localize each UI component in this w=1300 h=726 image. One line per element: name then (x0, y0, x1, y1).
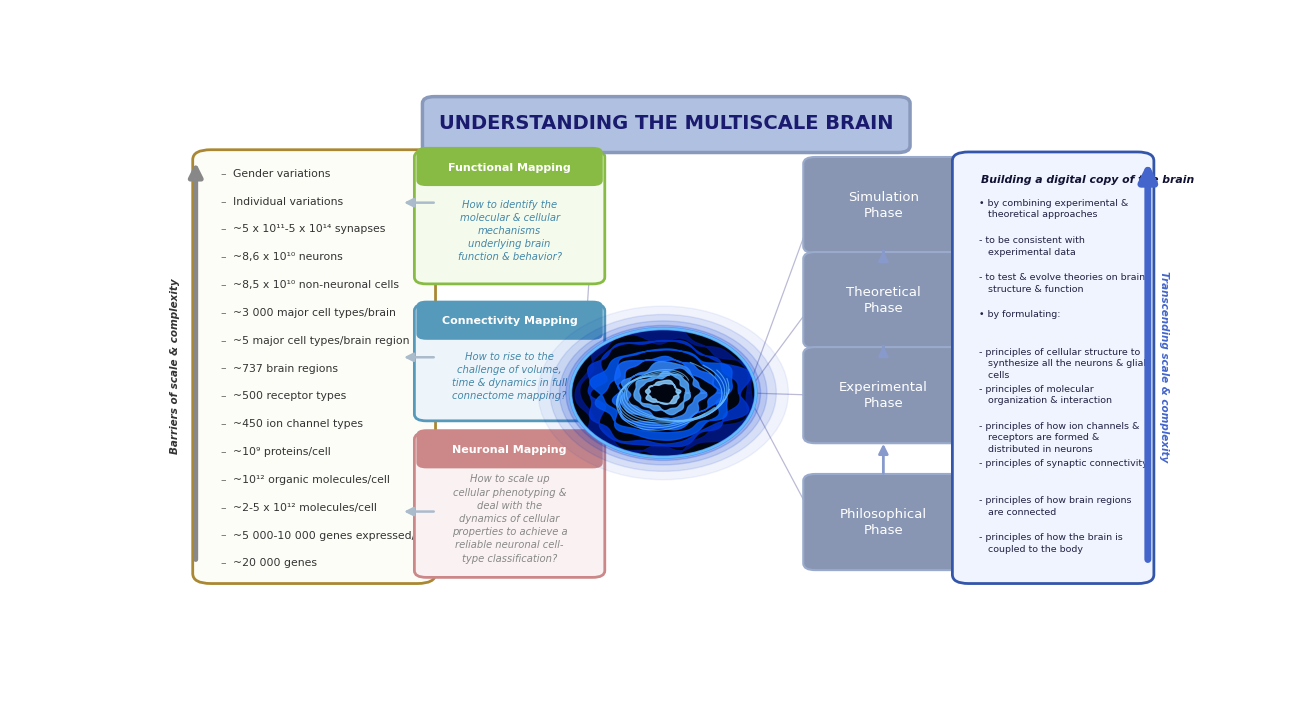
Polygon shape (612, 356, 724, 430)
Text: - principles of cellular structure to
   synthesize all the neurons & glial
   c: - principles of cellular structure to sy… (979, 348, 1145, 380)
FancyBboxPatch shape (803, 347, 963, 443)
Text: Barriers of scale & complexity: Barriers of scale & complexity (169, 279, 179, 454)
Text: - principles of synaptic connectivity: - principles of synaptic connectivity (979, 459, 1148, 468)
Text: ~5 major cell types/brain region: ~5 major cell types/brain region (233, 335, 410, 346)
Ellipse shape (566, 325, 760, 460)
Text: –: – (221, 531, 226, 541)
Text: –: – (221, 419, 226, 429)
Text: –: – (221, 197, 226, 207)
Text: –: – (221, 335, 226, 346)
FancyBboxPatch shape (953, 152, 1154, 584)
Text: ~10¹² organic molecules/cell: ~10¹² organic molecules/cell (233, 475, 390, 485)
Text: –: – (221, 447, 226, 457)
Text: Philosophical
Phase: Philosophical Phase (840, 507, 927, 537)
Text: How to identify the
molecular & cellular
mechanisms
underlying brain
function & : How to identify the molecular & cellular… (458, 200, 562, 263)
Text: ~5 x 10¹¹-5 x 10¹⁴ synapses: ~5 x 10¹¹-5 x 10¹⁴ synapses (233, 224, 385, 234)
Text: • by combining experimental &
   theoretical approaches: • by combining experimental & theoretica… (979, 199, 1128, 219)
Text: Connectivity Mapping: Connectivity Mapping (442, 317, 577, 327)
Text: ~500 receptor types: ~500 receptor types (233, 391, 346, 401)
FancyBboxPatch shape (416, 429, 603, 468)
FancyBboxPatch shape (415, 433, 604, 577)
Text: Transcending scale & complexity: Transcending scale & complexity (1160, 271, 1169, 462)
Polygon shape (590, 349, 732, 440)
Polygon shape (646, 380, 681, 404)
Text: ~2-5 x 10¹² molecules/cell: ~2-5 x 10¹² molecules/cell (233, 502, 377, 513)
Text: Experimental
Phase: Experimental Phase (838, 380, 928, 409)
Text: Neuronal Mapping: Neuronal Mapping (452, 445, 567, 455)
Text: ~8,5 x 10¹⁰ non-neuronal cells: ~8,5 x 10¹⁰ non-neuronal cells (233, 280, 399, 290)
Text: UNDERSTANDING THE MULTISCALE BRAIN: UNDERSTANDING THE MULTISCALE BRAIN (439, 114, 893, 133)
Text: How to scale up
cellular phenotyping &
deal with the
dynamics of cellular
proper: How to scale up cellular phenotyping & d… (452, 474, 567, 563)
Text: - principles of how the brain is
   coupled to the body: - principles of how the brain is coupled… (979, 534, 1122, 554)
Text: –: – (221, 475, 226, 485)
Text: –: – (221, 364, 226, 374)
FancyBboxPatch shape (422, 97, 910, 152)
Text: ~10⁹ proteins/cell: ~10⁹ proteins/cell (233, 447, 330, 457)
Polygon shape (634, 372, 690, 415)
Text: - principles of how ion channels &
   receptors are formed &
   distributed in n: - principles of how ion channels & recep… (979, 422, 1139, 454)
Text: –: – (221, 280, 226, 290)
FancyBboxPatch shape (192, 150, 436, 584)
Ellipse shape (571, 329, 755, 457)
Text: Building a digital copy of the brain: Building a digital copy of the brain (980, 175, 1193, 185)
Text: ~450 ion channel types: ~450 ion channel types (233, 419, 363, 429)
Text: Functional Mapping: Functional Mapping (448, 163, 571, 173)
Text: –: – (221, 224, 226, 234)
Text: ~8,6 x 10¹⁰ neurons: ~8,6 x 10¹⁰ neurons (233, 252, 343, 262)
FancyBboxPatch shape (803, 157, 963, 253)
Text: - principles of molecular
   organization & interaction: - principles of molecular organization &… (979, 385, 1112, 405)
Polygon shape (575, 329, 753, 457)
Text: ~3 000 major cell types/brain: ~3 000 major cell types/brain (233, 308, 396, 318)
Text: - to be consistent with
   experimental data: - to be consistent with experimental dat… (979, 236, 1084, 256)
Text: Theoretical
Phase: Theoretical Phase (846, 285, 920, 314)
Text: How to rise to the
challenge of volume,
time & dynamics in full
connectome mappi: How to rise to the challenge of volume, … (452, 351, 567, 401)
Text: Individual variations: Individual variations (233, 197, 343, 207)
Text: ~20 000 genes: ~20 000 genes (233, 558, 317, 568)
Polygon shape (620, 362, 707, 422)
Text: –: – (221, 558, 226, 568)
FancyBboxPatch shape (415, 304, 604, 421)
Ellipse shape (559, 321, 767, 465)
Text: Simulation
Phase: Simulation Phase (848, 190, 919, 219)
Text: ~737 brain regions: ~737 brain regions (233, 364, 338, 374)
Ellipse shape (550, 314, 776, 471)
Text: - to test & evolve theories on brain
   structure & function: - to test & evolve theories on brain str… (979, 273, 1145, 294)
Text: –: – (221, 168, 226, 179)
Text: • by formulating:: • by formulating: (979, 311, 1060, 319)
Text: –: – (221, 252, 226, 262)
Polygon shape (588, 340, 751, 446)
Text: ~5 000-10 000 genes expressed/cell: ~5 000-10 000 genes expressed/cell (233, 531, 434, 541)
Ellipse shape (538, 306, 788, 480)
Text: –: – (221, 502, 226, 513)
FancyBboxPatch shape (416, 147, 603, 186)
Text: Gender variations: Gender variations (233, 168, 330, 179)
FancyBboxPatch shape (803, 252, 963, 348)
FancyBboxPatch shape (415, 150, 604, 284)
Text: –: – (221, 308, 226, 318)
FancyBboxPatch shape (416, 301, 603, 340)
Text: - principles of how brain regions
   are connected: - principles of how brain regions are co… (979, 497, 1131, 517)
Text: –: – (221, 391, 226, 401)
FancyBboxPatch shape (803, 474, 963, 570)
